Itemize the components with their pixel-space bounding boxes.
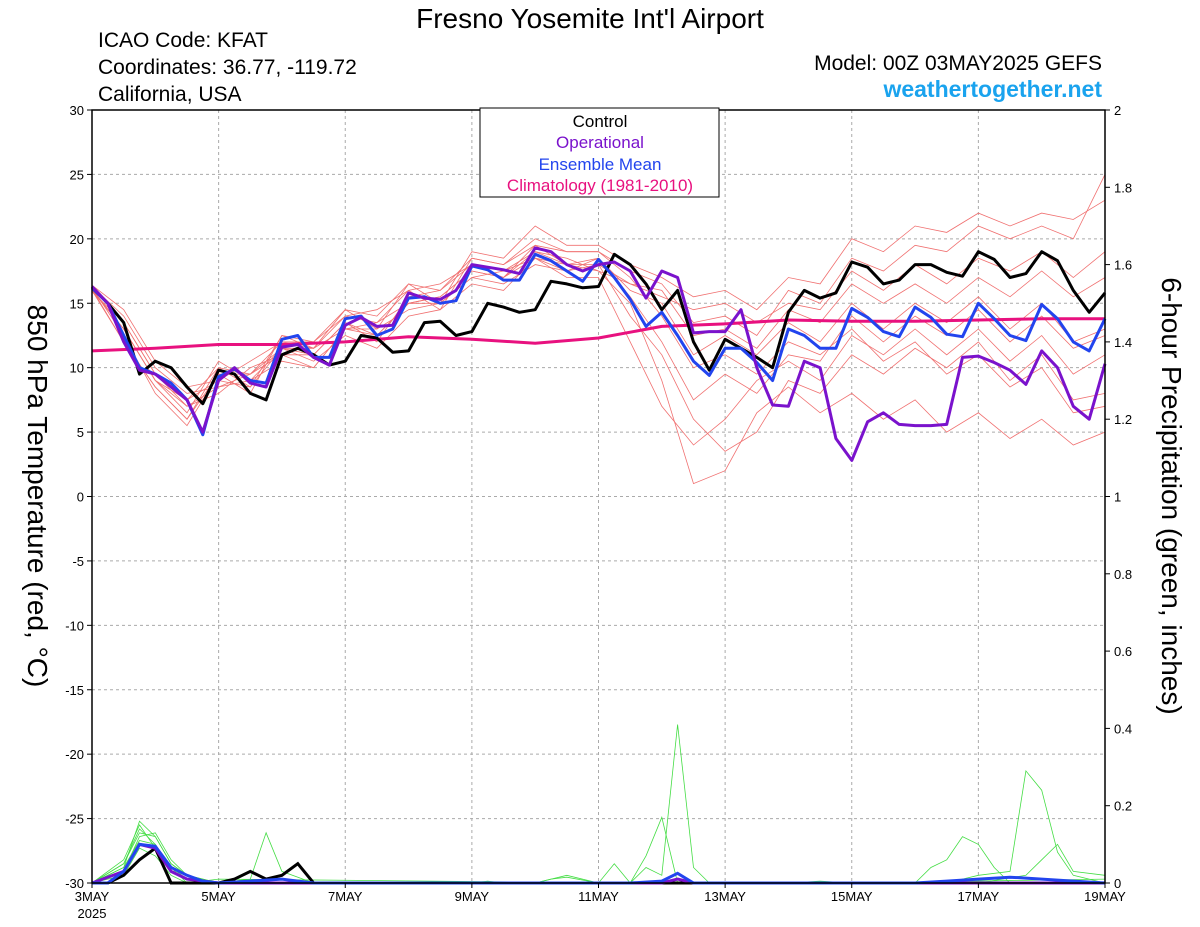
icao-code: ICAO Code: KFAT <box>98 29 268 52</box>
temp-member-line <box>91 244 1106 414</box>
precip-control-line <box>92 845 1105 885</box>
right-tick-label: 1.4 <box>1114 335 1132 350</box>
left-tick-label: -25 <box>65 812 84 827</box>
precip-member-line <box>91 847 1106 884</box>
x-tick-label: 3MAY <box>75 889 110 904</box>
temp-mean-line <box>90 252 1107 437</box>
right-tick-label: 1 <box>1114 490 1121 505</box>
x-tick-year: 2025 <box>78 906 107 921</box>
region: California, USA <box>98 83 242 106</box>
legend-ensemble-mean: Ensemble Mean <box>539 155 662 174</box>
x-tick-label: 9MAY <box>455 889 490 904</box>
x-tick-label: 15MAY <box>831 889 873 904</box>
right-tick-label: 0.6 <box>1114 644 1132 659</box>
right-tick-label: 1.6 <box>1114 258 1132 273</box>
main-series <box>90 246 1107 885</box>
x-tick-label: 17MAY <box>958 889 1000 904</box>
brand-link[interactable]: weathertogether.net <box>882 76 1102 102</box>
left-tick-label: -10 <box>65 618 84 633</box>
left-tick-label: 30 <box>70 103 84 118</box>
x-tick-label: 7MAY <box>328 889 363 904</box>
coordinates: Coordinates: 36.77, -119.72 <box>98 56 357 79</box>
x-tick-label: 11MAY <box>578 889 619 904</box>
left-tick-label: 5 <box>77 425 84 440</box>
left-tick-label: 0 <box>77 490 84 505</box>
legend-control: Control <box>573 112 628 131</box>
left-tick-label: -15 <box>65 683 84 698</box>
x-tick-label: 13MAY <box>704 889 746 904</box>
right-tick-label: 1.8 <box>1114 180 1132 195</box>
right-tick-label: 2 <box>1114 103 1121 118</box>
left-tick-label: 10 <box>70 361 84 376</box>
precip-mean-line <box>92 842 1106 885</box>
left-axis-label: 850 hPa Temperature (red, °C) <box>22 305 53 688</box>
right-tick-label: 0.2 <box>1114 799 1132 814</box>
right-tick-label: 0.4 <box>1114 721 1132 736</box>
x-tick-label: 5MAY <box>201 889 236 904</box>
right-tick-label: 0.8 <box>1114 567 1132 582</box>
chart-title: Fresno Yosemite Int'l Airport <box>416 3 764 34</box>
left-tick-label: 25 <box>70 167 84 182</box>
legend-operational: Operational <box>556 133 644 152</box>
precip-member-line <box>91 832 1105 884</box>
legend-box <box>479 107 720 198</box>
right-tick-label: 1.2 <box>1114 412 1132 427</box>
left-tick-label: 20 <box>70 232 84 247</box>
left-tick-label: -30 <box>65 876 84 891</box>
model-run: Model: 00Z 03MAY2025 GEFS <box>814 52 1102 75</box>
temp-operational-line <box>90 246 1107 462</box>
right-tick-label: 0 <box>1114 876 1121 891</box>
right-axis-label: 6-hour Precipitation (green, inches) <box>1156 277 1187 714</box>
precip-member-line <box>91 724 1105 884</box>
temp-control-line <box>90 250 1107 406</box>
legend-climatology: Climatology (1981-2010) <box>507 176 693 195</box>
temp-member-line <box>91 257 1106 407</box>
tick-labels: 302520151050-5-10-15-20-25-3021.81.61.41… <box>65 103 1132 921</box>
temp-member-line <box>91 199 1106 427</box>
x-tick-label: 19MAY <box>1084 889 1126 904</box>
left-tick-label: -20 <box>65 747 84 762</box>
legend: Control Operational Ensemble Mean Climat… <box>479 107 720 198</box>
grid-layer <box>92 110 1105 883</box>
left-tick-label: 15 <box>70 296 84 311</box>
left-tick-label: -5 <box>72 554 84 569</box>
